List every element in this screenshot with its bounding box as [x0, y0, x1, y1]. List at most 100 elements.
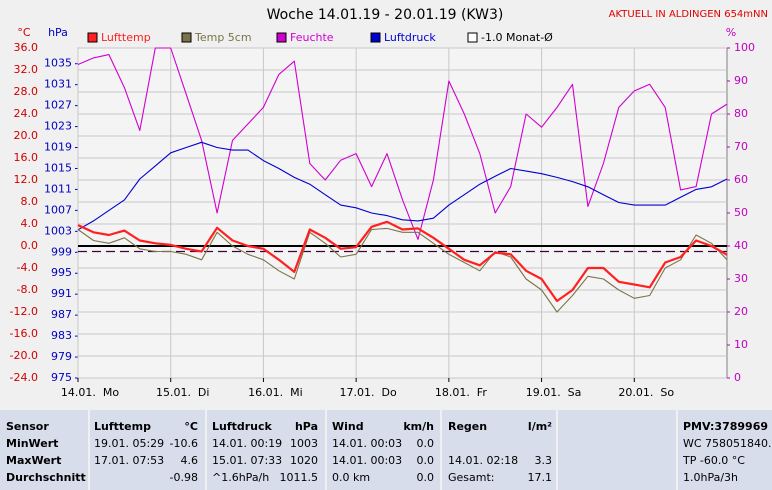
- y2-tick-label: 979: [51, 350, 72, 363]
- series-line: [77, 227, 728, 313]
- table-cell: Durchschnitt: [6, 471, 86, 484]
- y-tick-label: -12.0: [10, 305, 38, 318]
- table-cell: 0.0: [417, 454, 435, 467]
- y-tick-label: 12.0: [14, 173, 39, 186]
- table-cell: 0.0: [417, 471, 435, 484]
- table-cell: WC 758051840.0: [683, 437, 772, 450]
- y3-tick-label: 10: [734, 338, 748, 351]
- table-cell: Sensor: [6, 420, 49, 433]
- y-axis-unit: °C: [17, 26, 31, 39]
- table-cell: 17.01. 07:53: [94, 454, 164, 467]
- y-tick-label: 36.0: [14, 41, 39, 54]
- table-cell: l/m²: [528, 420, 552, 433]
- y2-tick-label: 1007: [44, 203, 72, 216]
- table-cell: 19.01. 05:29: [94, 437, 164, 450]
- series-line: [77, 47, 728, 240]
- table-cell: 1011.5: [280, 471, 319, 484]
- y-tick-label: 20.0: [14, 129, 39, 142]
- x-tick-label: 17.01. Do: [340, 386, 397, 399]
- y-tick-label: 16.0: [14, 151, 39, 164]
- x-tick-label: 14.01. Mo: [61, 386, 119, 399]
- table-cell: 0.0: [417, 437, 435, 450]
- series-line: [77, 141, 728, 231]
- table-cell: PMV:3789969: [683, 420, 768, 433]
- table-cell: 17.1: [528, 471, 553, 484]
- table-cell: -10.6: [170, 437, 198, 450]
- y-tick-label: 32.0: [14, 63, 39, 76]
- table-cell: 14.01. 02:18: [448, 454, 518, 467]
- table-column: [207, 410, 325, 490]
- y-tick-label: -8.0: [17, 283, 38, 296]
- table-cell: 15.01. 07:33: [212, 454, 282, 467]
- table-column: [442, 410, 556, 490]
- legend-swatch: [370, 32, 381, 43]
- y3-tick-label: 60: [734, 173, 748, 186]
- y2-tick-label: 991: [51, 287, 72, 300]
- x-tick-label: 18.01. Fr: [435, 386, 488, 399]
- y2-axis-unit: hPa: [48, 26, 68, 39]
- table-cell: Gesamt:: [448, 471, 495, 484]
- table-cell: TP -60.0 °C: [682, 454, 745, 467]
- legend-swatch: [87, 32, 98, 43]
- table-cell: 1.0hPa/3h: [683, 471, 738, 484]
- y3-tick-label: 100: [734, 41, 755, 54]
- y3-tick-label: 90: [734, 74, 748, 87]
- table-background: [0, 410, 772, 490]
- y2-tick-label: 987: [51, 308, 72, 321]
- y3-axis-unit: %: [726, 26, 736, 39]
- x-tick-label: 19.01. Sa: [526, 386, 582, 399]
- table-cell: -0.98: [170, 471, 198, 484]
- legend-label: -1.0 Monat-Ø: [481, 31, 553, 44]
- series-line: [77, 220, 728, 303]
- y-tick-label: -4.0: [17, 261, 38, 274]
- y3-tick-label: 70: [734, 140, 748, 153]
- table-column: [678, 410, 772, 490]
- table-cell: MinWert: [6, 437, 58, 450]
- y3-tick-label: 40: [734, 239, 748, 252]
- y2-tick-label: 1015: [44, 161, 72, 174]
- legend-swatch: [467, 32, 478, 43]
- y2-tick-label: 983: [51, 329, 72, 342]
- y-tick-label: -20.0: [10, 349, 38, 362]
- y3-tick-label: 80: [734, 107, 748, 120]
- y2-tick-label: 1023: [44, 120, 72, 133]
- y-tick-label: 4.0: [21, 217, 39, 230]
- y-tick-label: 0.0: [21, 239, 39, 252]
- chart-title: Woche 14.01.19 - 20.01.19 (KW3): [267, 7, 504, 23]
- table-cell: 3.3: [535, 454, 553, 467]
- table-column: [558, 410, 676, 490]
- y-tick-label: -24.0: [10, 371, 38, 384]
- y3-tick-label: 30: [734, 272, 748, 285]
- y2-tick-label: 1035: [44, 57, 72, 70]
- table-column: [327, 410, 440, 490]
- legend-label: Lufttemp: [101, 31, 151, 44]
- x-tick-label: 20.01. So: [618, 386, 674, 399]
- y2-tick-label: 1031: [44, 78, 72, 91]
- y2-tick-label: 1027: [44, 99, 72, 112]
- y-tick-label: 8.0: [21, 195, 39, 208]
- table-cell: 14.01. 00:19: [212, 437, 282, 450]
- table-cell: °C: [184, 420, 198, 433]
- legend-label: Temp 5cm: [194, 31, 252, 44]
- legend-label: Feuchte: [290, 31, 334, 44]
- legend-swatch: [181, 32, 192, 43]
- y2-tick-label: 975: [51, 371, 72, 384]
- table-cell: 14.01. 00:03: [332, 454, 402, 467]
- y-tick-label: -16.0: [10, 327, 38, 340]
- table-cell: 4.6: [181, 454, 199, 467]
- table-cell: km/h: [403, 420, 434, 433]
- table-cell: 14.01. 00:03: [332, 437, 402, 450]
- table-cell: MaxWert: [6, 454, 61, 467]
- legend-swatch: [276, 32, 287, 43]
- table-column: [0, 410, 88, 490]
- y3-tick-label: 20: [734, 305, 748, 318]
- x-tick-label: 16.01. Mi: [248, 386, 303, 399]
- table-cell: Lufttemp: [94, 420, 151, 433]
- table-cell: hPa: [295, 420, 318, 433]
- y2-tick-label: 995: [51, 266, 72, 279]
- location: AKTUELL IN ALDINGEN 654mNN: [609, 9, 768, 20]
- plot-area: [77, 47, 728, 379]
- table-cell: Wind: [332, 420, 364, 433]
- table-cell: Luftdruck: [212, 420, 273, 433]
